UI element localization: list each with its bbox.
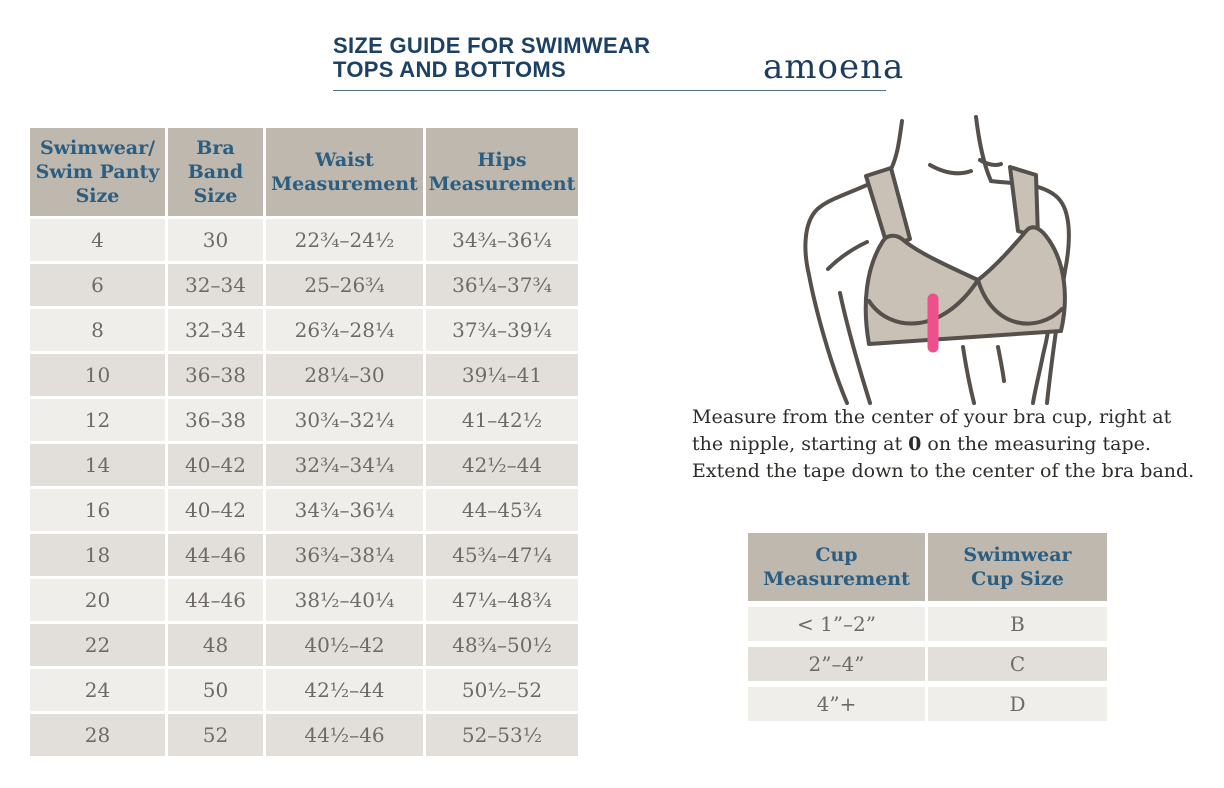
- neck-right-line: [974, 115, 993, 183]
- right-cup-seam: [976, 278, 1064, 326]
- bra-measurement-illustration: [803, 115, 1071, 405]
- size-table-cell: 22¾–24½: [266, 219, 423, 261]
- cup-table-cell: < 1”–2”: [748, 607, 925, 641]
- size-table-cell: 12: [30, 399, 165, 441]
- size-table-cell: 34¾–36¼: [426, 219, 578, 261]
- size-table-cell: 8: [30, 309, 165, 351]
- cup-table-cell: 2”–4”: [748, 647, 925, 681]
- size-table-cell: 16: [30, 489, 165, 531]
- cup-table-header-cell: Swimwear Cup Size: [928, 533, 1107, 601]
- size-table-cell: 39¼–41: [426, 354, 578, 396]
- size-table-cell: 22: [30, 624, 165, 666]
- page-title-line1: SIZE GUIDE FOR SWIMWEAR: [333, 33, 651, 58]
- size-table-cell: 32–34: [168, 264, 263, 306]
- page-title: SIZE GUIDE FOR SWIMWEAR TOPS AND BOTTOMS: [333, 34, 650, 82]
- measurement-instructions: Measure from the center of your bra cup,…: [692, 404, 1212, 485]
- size-table: Swimwear/ Swim Panty Size Bra Band Size Wa…: [30, 128, 578, 756]
- brand-logo: amoena: [763, 47, 905, 87]
- size-table-cell: 48¾–50½: [426, 624, 578, 666]
- size-table-header-cell: Waist Measurement: [266, 128, 423, 216]
- size-table-cell: 48: [168, 624, 263, 666]
- size-table-cell: 44–45¾: [426, 489, 578, 531]
- left-armpit-line: [826, 240, 869, 271]
- size-table-header-cell: Swimwear/ Swim Panty Size: [30, 128, 165, 216]
- page-title-line2: TOPS AND BOTTOMS: [333, 57, 566, 82]
- cup-table-cell: D: [928, 687, 1107, 721]
- neck-left-line: [887, 119, 904, 175]
- size-table-cell: 36–38: [168, 354, 263, 396]
- size-table-cell: 37¾–39¼: [426, 309, 578, 351]
- left-cup-seam: [867, 278, 980, 326]
- size-table-cell: 6: [30, 264, 165, 306]
- size-table-cell: 45¾–47¼: [426, 534, 578, 576]
- size-table-cell: 36–38: [168, 399, 263, 441]
- size-table-cell: 40–42: [168, 444, 263, 486]
- size-table-cell: 44–46: [168, 534, 263, 576]
- torso-contour-line: [996, 345, 1006, 383]
- instructions-line2: the nipple, starting at 0 on the measuri…: [692, 431, 1212, 458]
- cup-table-cell: C: [928, 647, 1107, 681]
- size-table-cell: 20: [30, 579, 165, 621]
- size-table-cell: 34¾–36¼: [266, 489, 423, 531]
- size-table-cell: 25–26¾: [266, 264, 423, 306]
- size-table-cell: 28: [30, 714, 165, 756]
- size-table-cell: 30¾–32¼: [266, 399, 423, 441]
- size-table-cell: 32¾–34¼: [266, 444, 423, 486]
- cup-table-header-cell: Cup Measurement: [748, 533, 925, 601]
- size-table-cell: 18: [30, 534, 165, 576]
- bra-body: [863, 225, 1067, 346]
- cup-table: Cup Measurement Swimwear Cup Size < 1”–2” B…: [748, 533, 1107, 721]
- size-table-cell: 38½–40¼: [266, 579, 423, 621]
- instructions-line3: Extend the tape down to the center of th…: [692, 460, 1195, 482]
- size-table-cell: 41–42½: [426, 399, 578, 441]
- size-table-cell: 24: [30, 669, 165, 711]
- collarbone-line: [928, 163, 973, 176]
- size-table-header-cell: Hips Measurement: [426, 128, 578, 216]
- size-table-cell: 44–46: [168, 579, 263, 621]
- size-table-cell: 40½–42: [266, 624, 423, 666]
- instructions-line2-text: the nipple, starting at: [692, 433, 909, 455]
- size-table-cell: 36¼–37¾: [426, 264, 578, 306]
- size-table-cell: 42½–44: [426, 444, 578, 486]
- collarbone-line: [978, 158, 1003, 167]
- size-table-cell: 30: [168, 219, 263, 261]
- size-table-cell: 52: [168, 714, 263, 756]
- size-table-cell: 50½–52: [426, 669, 578, 711]
- size-table-cell: 52–53½: [426, 714, 578, 756]
- size-table-cell: 47¼–48¾: [426, 579, 578, 621]
- size-table-cell: 44½–46: [266, 714, 423, 756]
- size-table-cell: 32–34: [168, 309, 263, 351]
- left-arm-line: [803, 171, 891, 405]
- size-table-cell: 40–42: [168, 489, 263, 531]
- torso-contour-line: [961, 345, 976, 405]
- instructions-line2-text-after: on the measuring tape.: [921, 433, 1151, 455]
- bra-left-strap: [864, 166, 912, 250]
- size-table-cell: 28¼–30: [266, 354, 423, 396]
- size-table-cell: 14: [30, 444, 165, 486]
- cup-table-cell: 4”+: [748, 687, 925, 721]
- instructions-line1: Measure from the center of your bra cup,…: [692, 406, 1172, 428]
- header-divider: [333, 90, 886, 91]
- instructions-zero-emphasis: 0: [908, 433, 922, 455]
- size-table-header-cell: Bra Band Size: [168, 128, 263, 216]
- size-table-cell: 50: [168, 669, 263, 711]
- cup-table-cell: B: [928, 607, 1107, 641]
- size-table-cell: 10: [30, 354, 165, 396]
- size-table-cell: 26¾–28¼: [266, 309, 423, 351]
- left-forearm-line: [838, 291, 872, 405]
- size-table-cell: 36¾–38¼: [266, 534, 423, 576]
- size-table-cell: 4: [30, 219, 165, 261]
- size-table-cell: 42½–44: [266, 669, 423, 711]
